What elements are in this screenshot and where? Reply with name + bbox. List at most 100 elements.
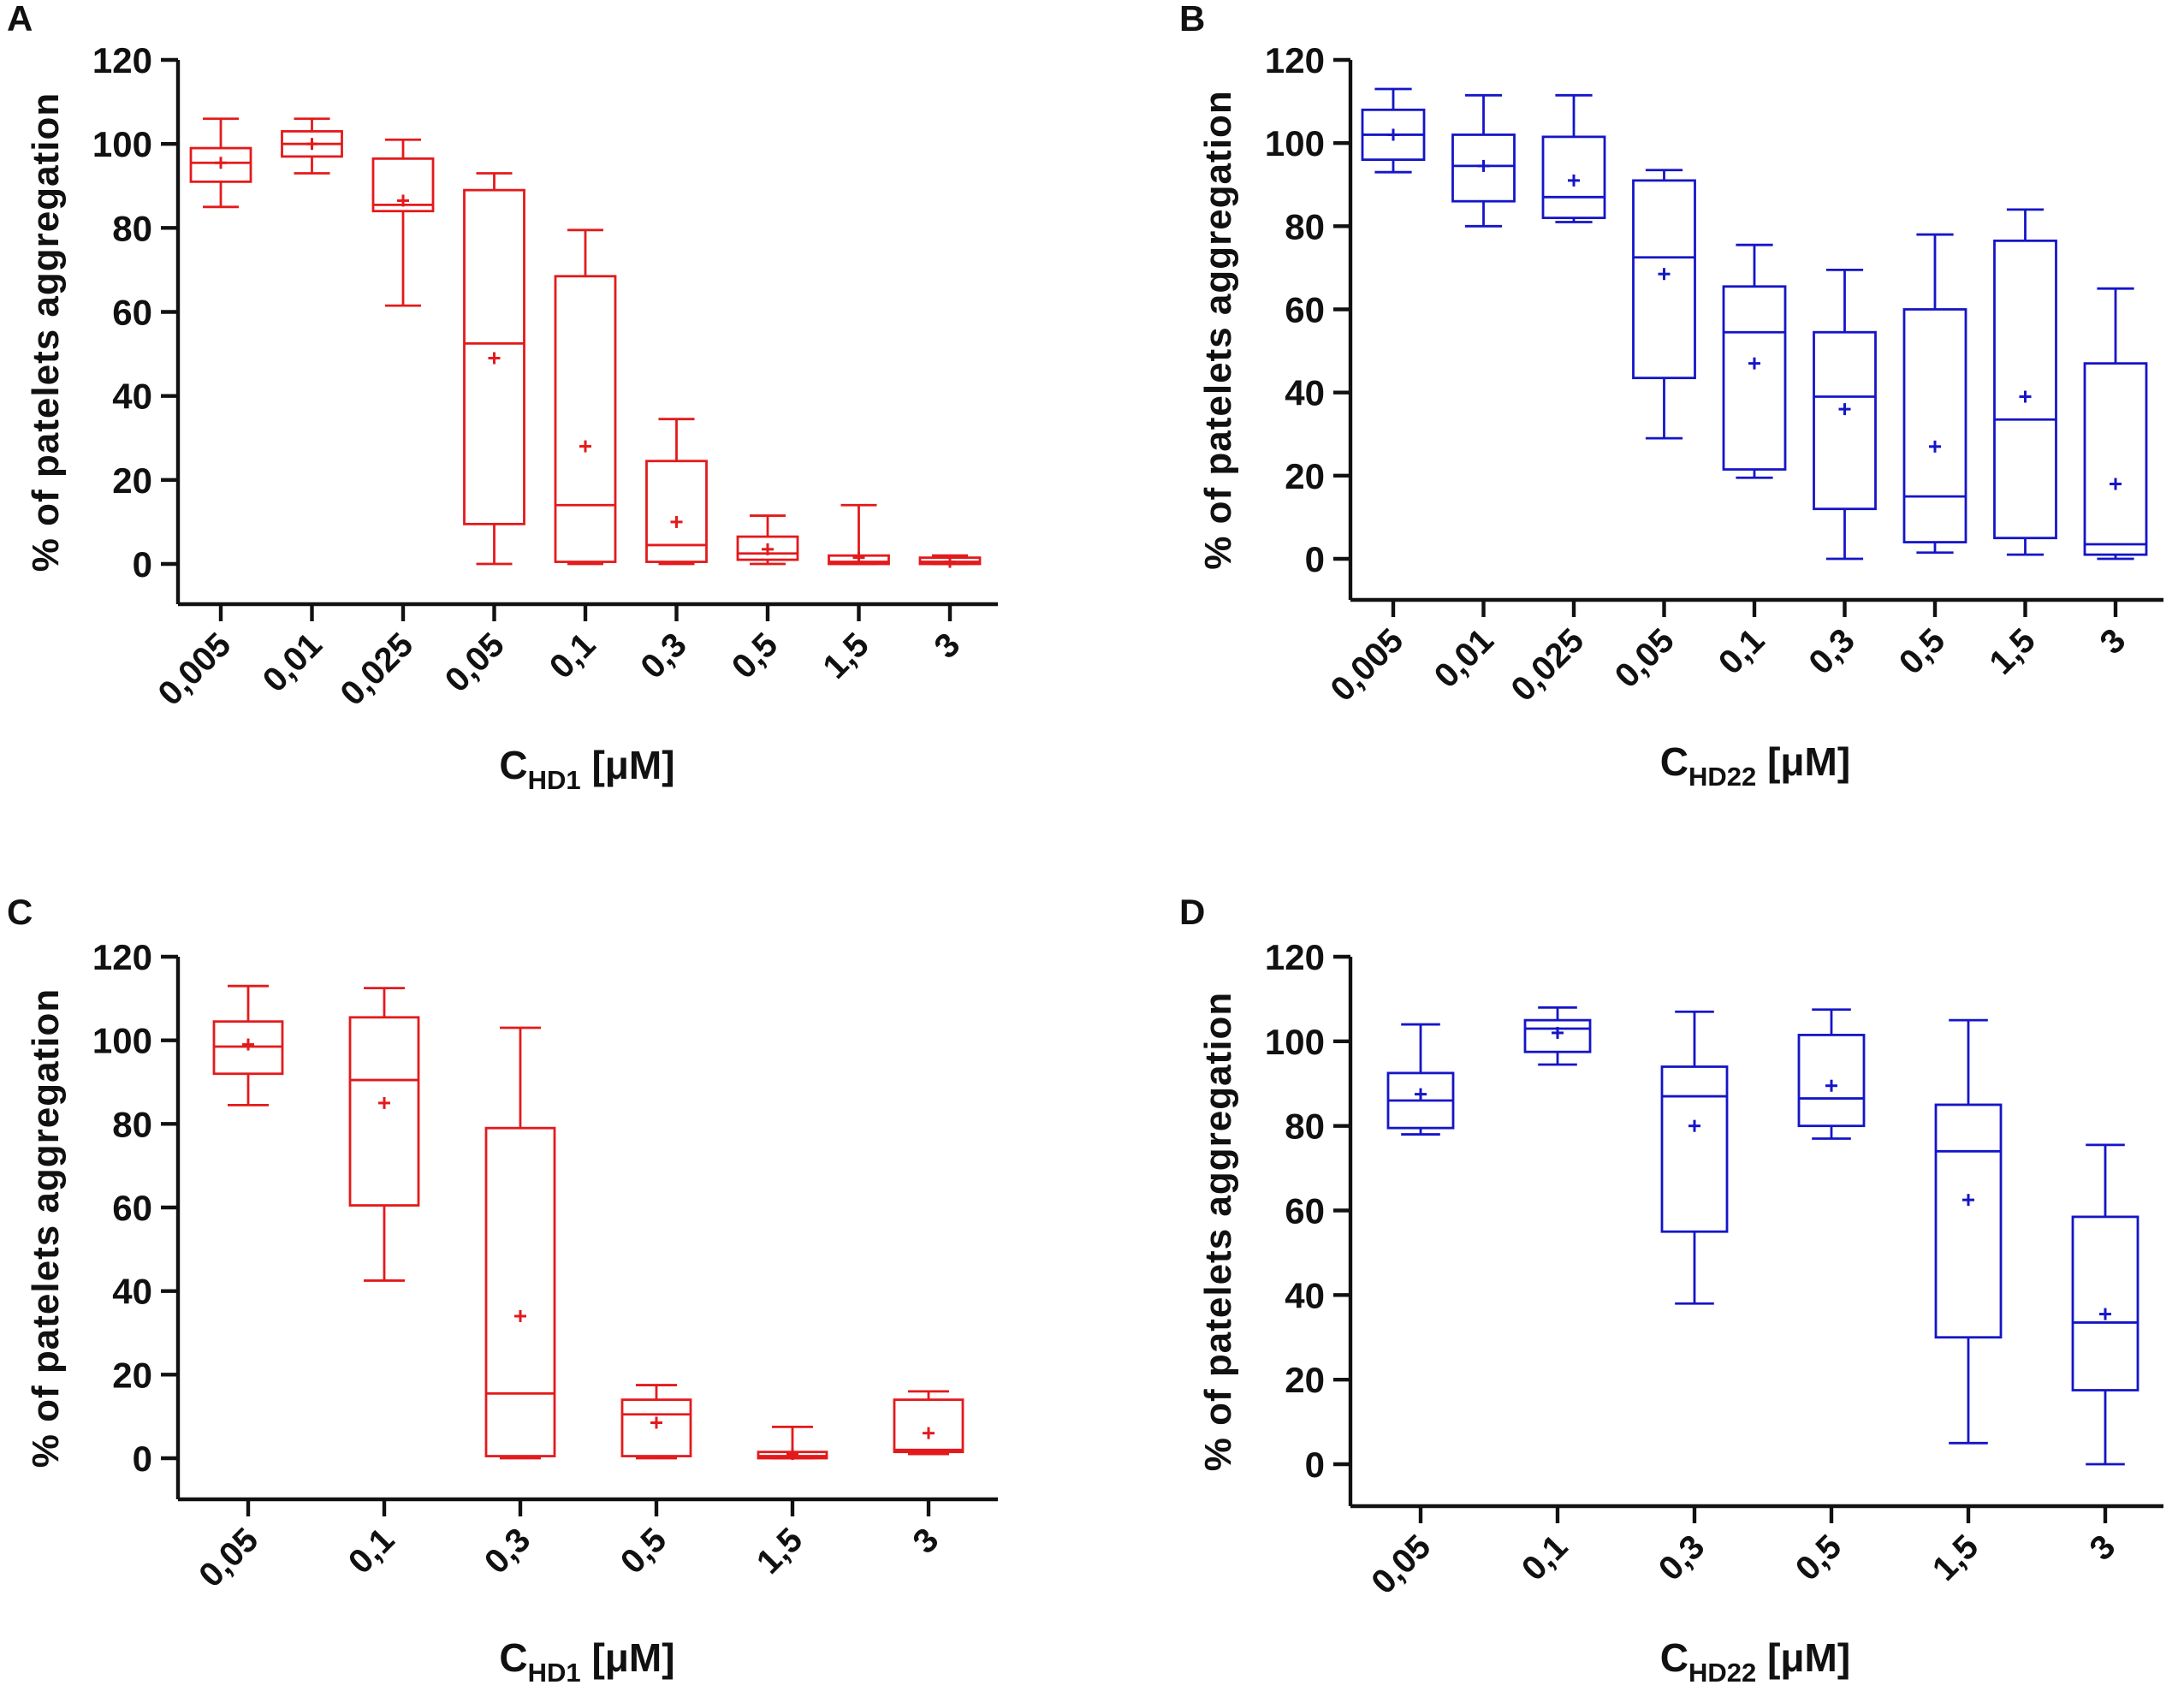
panel-letter: B xyxy=(1179,0,1205,39)
box-plot xyxy=(1797,1008,1866,1140)
box-iqr xyxy=(2083,362,2148,556)
x-axis-label: CHD1 [μM] xyxy=(499,1635,674,1685)
box-iqr xyxy=(1722,285,1787,471)
x-tick-label: 0,005 xyxy=(151,626,238,713)
panel-letter: D xyxy=(1179,892,1205,932)
x-tick-label: 0,01 xyxy=(1427,621,1501,695)
panel-c: C 0 20 40 60 80 100 120 % of patelets aggregatio… xyxy=(7,892,998,1685)
x-tick-label: 0,005 xyxy=(1323,621,1410,709)
box-iqr xyxy=(1451,133,1516,203)
x-axis-label-subscript: HD22 xyxy=(1688,1658,1756,1685)
box-plot xyxy=(1722,243,1787,479)
box-plot xyxy=(2083,287,2148,561)
y-tick-label: 60 xyxy=(1285,290,1325,330)
y-tick-label: 0 xyxy=(1305,539,1325,579)
box-iqr xyxy=(371,157,435,213)
box-plot xyxy=(1660,1010,1729,1305)
y-axis-label: % of patelets aggregation xyxy=(1197,90,1239,569)
box-plot xyxy=(620,1384,692,1460)
x-tick-label: 0,5 xyxy=(614,1521,674,1581)
y-tick-label: 0 xyxy=(1305,1445,1325,1485)
box-plot xyxy=(757,1425,828,1461)
box-iqr xyxy=(1523,1018,1592,1053)
x-axis-label-subscript: HD1 xyxy=(528,1658,581,1685)
x-tick-label: 0,025 xyxy=(333,626,420,713)
panel-letter: C xyxy=(7,892,33,932)
x-axis-label: CHD1 [μM] xyxy=(499,743,674,795)
x-axis-label: CHD22 [μM] xyxy=(1660,739,1850,792)
box-plot xyxy=(371,138,435,307)
y-tick-label: 120 xyxy=(92,40,152,80)
box-iqr xyxy=(1902,308,1967,543)
box-iqr xyxy=(463,188,525,525)
x-axis-label-main: C xyxy=(1660,739,1688,784)
x-axis-label-unit: [μM] xyxy=(1756,739,1850,784)
box-iqr xyxy=(645,460,708,563)
y-axis-label: % of patelets aggregation xyxy=(25,92,67,572)
box-plot xyxy=(1541,93,1606,223)
box-iqr xyxy=(1993,239,2057,540)
box-iqr xyxy=(1797,1034,1866,1128)
box-plot xyxy=(2071,1143,2139,1466)
panel-b: B 0 20 40 60 80 100 120 % of patelets aggregatio… xyxy=(1179,0,2163,792)
y-tick-label: 80 xyxy=(1285,1107,1325,1147)
y-tick-label: 20 xyxy=(112,1355,152,1395)
x-tick-label: 0,1 xyxy=(341,1521,401,1581)
box-plot xyxy=(281,117,343,175)
x-axis-label: CHD22 [μM] xyxy=(1660,1635,1850,1685)
y-tick-label: 120 xyxy=(1265,40,1325,80)
box-iqr xyxy=(554,275,617,563)
box-plot xyxy=(1902,233,1967,555)
x-tick-label: 0,3 xyxy=(478,1521,537,1581)
x-tick-label: 0,5 xyxy=(1892,621,1952,681)
box-plot xyxy=(645,418,708,566)
box-plot xyxy=(1451,93,1516,228)
x-tick-label: 1,5 xyxy=(816,626,875,685)
x-axis-label-unit: [μM] xyxy=(1756,1635,1850,1680)
x-tick-label: 0,3 xyxy=(1801,621,1861,681)
box-iqr xyxy=(484,1126,556,1457)
x-axis-label-main: C xyxy=(499,743,527,787)
box-plot xyxy=(918,554,982,568)
x-tick-label: 3 xyxy=(2093,621,2134,662)
x-tick-label: 1,5 xyxy=(1926,1528,1985,1587)
box-iqr xyxy=(1934,1103,2003,1339)
box-plot xyxy=(212,984,284,1107)
x-tick-label: 0,5 xyxy=(1789,1528,1849,1587)
x-axis-label-unit: [μM] xyxy=(581,1635,675,1680)
x-axis-label-unit: [μM] xyxy=(581,743,675,787)
y-tick-label: 60 xyxy=(1285,1191,1325,1231)
y-tick-label: 80 xyxy=(112,1104,152,1144)
x-tick-label: 0,01 xyxy=(256,626,329,699)
x-axis-label-subscript: HD1 xyxy=(528,765,581,795)
box-plot xyxy=(893,1390,964,1456)
box-plot xyxy=(189,117,252,209)
box-plot xyxy=(1361,87,1426,174)
y-tick-label: 100 xyxy=(1265,1022,1325,1062)
x-tick-label: 3 xyxy=(906,1521,947,1561)
y-tick-label: 80 xyxy=(1285,206,1325,246)
y-axis-label: % of patelets aggregation xyxy=(25,988,67,1468)
box-plot xyxy=(1523,1006,1592,1066)
y-axis-label: % of patelets aggregation xyxy=(1197,992,1239,1471)
box-plot xyxy=(554,228,617,566)
x-axis-label-main: C xyxy=(499,1635,527,1680)
box-iqr xyxy=(348,1016,420,1207)
box-plot xyxy=(1934,1018,2003,1445)
box-iqr xyxy=(893,1398,964,1454)
x-tick-label: 0,1 xyxy=(543,626,602,685)
x-tick-label: 0,1 xyxy=(1712,621,1772,681)
x-tick-label: 0,05 xyxy=(1364,1528,1438,1601)
x-axis-label-subscript: HD22 xyxy=(1688,762,1756,792)
panel-d: D 0 20 40 60 80 100 120 % of patelets aggregatio… xyxy=(1179,892,2163,1685)
box-iqr xyxy=(1541,135,1606,220)
x-tick-label: 0,5 xyxy=(725,626,785,685)
y-tick-label: 40 xyxy=(1285,373,1325,413)
y-tick-label: 120 xyxy=(92,937,152,977)
x-tick-label: 0,1 xyxy=(1515,1528,1575,1587)
y-tick-label: 40 xyxy=(1285,1275,1325,1315)
y-tick-label: 100 xyxy=(1265,123,1325,163)
y-tick-label: 100 xyxy=(92,1021,152,1061)
y-tick-label: 0 xyxy=(133,544,152,584)
box-plot xyxy=(1813,268,1877,561)
